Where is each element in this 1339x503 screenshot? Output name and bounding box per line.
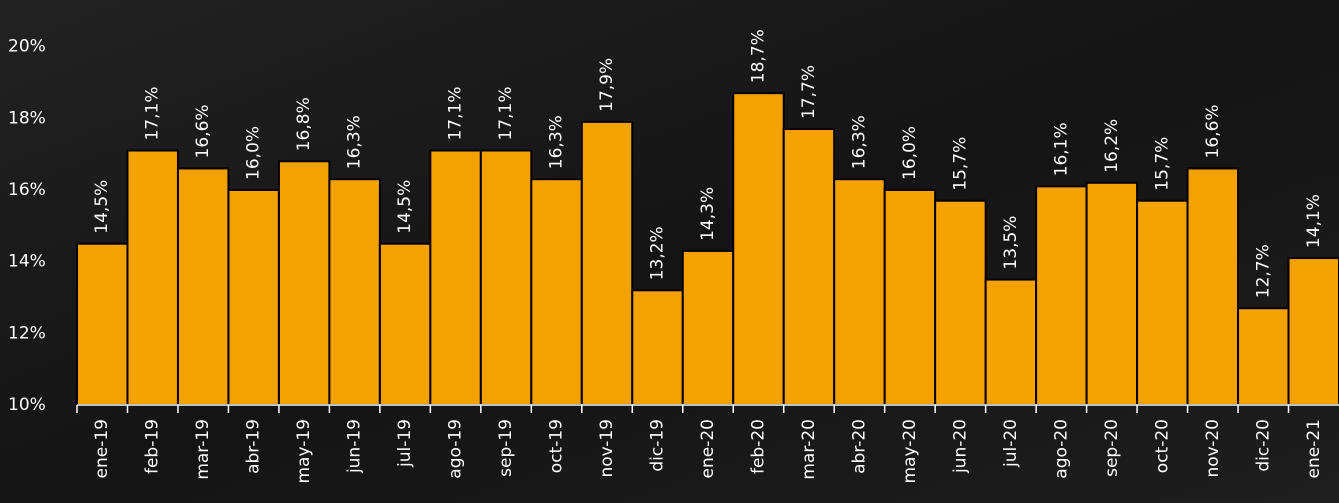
x-tick-label: sep-20 bbox=[1102, 419, 1122, 477]
x-tick-label: nov-20 bbox=[1203, 419, 1223, 478]
y-tick-label: 20% bbox=[8, 37, 46, 57]
x-tick-label: feb-20 bbox=[748, 419, 768, 474]
bar bbox=[430, 151, 480, 405]
value-label: 16,0% bbox=[900, 126, 920, 180]
x-tick-label: ene-21 bbox=[1304, 419, 1324, 478]
value-label: 12,7% bbox=[1253, 244, 1273, 298]
bar bbox=[683, 251, 733, 405]
x-tick-label: abr-20 bbox=[849, 419, 869, 474]
bar bbox=[1289, 258, 1339, 405]
value-label: 16,8% bbox=[294, 97, 314, 151]
bar bbox=[1036, 186, 1086, 405]
bar bbox=[784, 129, 834, 405]
value-label: 17,1% bbox=[496, 87, 516, 141]
x-tick-label: ene-20 bbox=[698, 419, 718, 478]
x-tick-label: may-20 bbox=[900, 419, 920, 484]
x-tick-label: jun-20 bbox=[950, 419, 970, 474]
bar bbox=[632, 290, 682, 405]
x-tick-label: nov-19 bbox=[597, 419, 617, 478]
bar bbox=[733, 93, 783, 405]
chart: 10% 12% 14% 16% 18% 20% 14,5% ene-19 17,1% feb-19… bbox=[0, 0, 1339, 503]
y-tick-label: 16% bbox=[8, 180, 46, 200]
bar bbox=[329, 179, 379, 405]
x-tick-label: mar-19 bbox=[193, 419, 213, 480]
y-tick-label: 12% bbox=[8, 323, 46, 343]
bar bbox=[380, 244, 430, 405]
x-tick-label: jul-19 bbox=[395, 419, 415, 468]
x-tick-label: may-19 bbox=[294, 419, 314, 484]
x-tick-label: ago-19 bbox=[446, 419, 466, 479]
bar bbox=[1087, 183, 1137, 405]
bar bbox=[885, 190, 935, 405]
bar bbox=[1137, 201, 1187, 405]
value-label: 17,7% bbox=[799, 65, 819, 119]
value-label: 16,2% bbox=[1102, 119, 1122, 173]
x-tick-label: oct-20 bbox=[1152, 419, 1172, 473]
bar bbox=[935, 201, 985, 405]
value-label: 13,5% bbox=[1001, 216, 1021, 270]
value-label: 18,7% bbox=[748, 29, 768, 83]
x-tick-label: jul-20 bbox=[1001, 419, 1021, 468]
x-tick-label: feb-19 bbox=[143, 419, 163, 474]
value-label: 15,7% bbox=[950, 137, 970, 191]
value-label: 14,3% bbox=[698, 187, 718, 241]
value-label: 14,1% bbox=[1304, 194, 1324, 248]
x-tick-label: dic-19 bbox=[648, 419, 668, 472]
value-label: 16,6% bbox=[1203, 104, 1223, 158]
bar bbox=[279, 161, 329, 405]
bar bbox=[178, 168, 228, 405]
bar bbox=[531, 179, 581, 405]
x-tick-label: oct-19 bbox=[547, 419, 567, 473]
x-tick-label: mar-20 bbox=[799, 419, 819, 480]
value-label: 16,1% bbox=[1051, 122, 1071, 176]
value-label: 15,7% bbox=[1152, 137, 1172, 191]
bar bbox=[1188, 168, 1238, 405]
value-label: 14,5% bbox=[92, 180, 112, 234]
x-tick-label: ene-19 bbox=[92, 419, 112, 478]
x-tick-label: ago-20 bbox=[1051, 419, 1071, 479]
bar bbox=[582, 122, 632, 405]
value-label: 14,5% bbox=[395, 180, 415, 234]
bar bbox=[77, 244, 127, 405]
value-label: 16,3% bbox=[547, 115, 567, 169]
x-tick-label: dic-20 bbox=[1253, 419, 1273, 472]
bar bbox=[834, 179, 884, 405]
page: {"chart_data": {"type": "bar", "categori… bbox=[0, 0, 1339, 503]
value-label: 16,3% bbox=[849, 115, 869, 169]
bar bbox=[481, 151, 531, 405]
value-label: 16,0% bbox=[244, 126, 264, 180]
bar bbox=[127, 151, 177, 405]
y-tick-label: 10% bbox=[8, 395, 46, 415]
bar bbox=[228, 190, 278, 405]
x-tick-label: abr-19 bbox=[244, 419, 264, 474]
value-label: 17,9% bbox=[597, 58, 617, 112]
bar bbox=[1238, 308, 1288, 405]
value-label: 16,6% bbox=[193, 104, 213, 158]
y-tick-label: 18% bbox=[8, 108, 46, 128]
value-label: 13,2% bbox=[648, 226, 668, 280]
x-tick-label: sep-19 bbox=[496, 419, 516, 477]
y-tick-label: 14% bbox=[8, 252, 46, 272]
value-label: 17,1% bbox=[143, 87, 163, 141]
x-tick-label: jun-19 bbox=[345, 419, 365, 474]
value-label: 17,1% bbox=[446, 87, 466, 141]
bar bbox=[986, 280, 1036, 405]
value-label: 16,3% bbox=[345, 115, 365, 169]
